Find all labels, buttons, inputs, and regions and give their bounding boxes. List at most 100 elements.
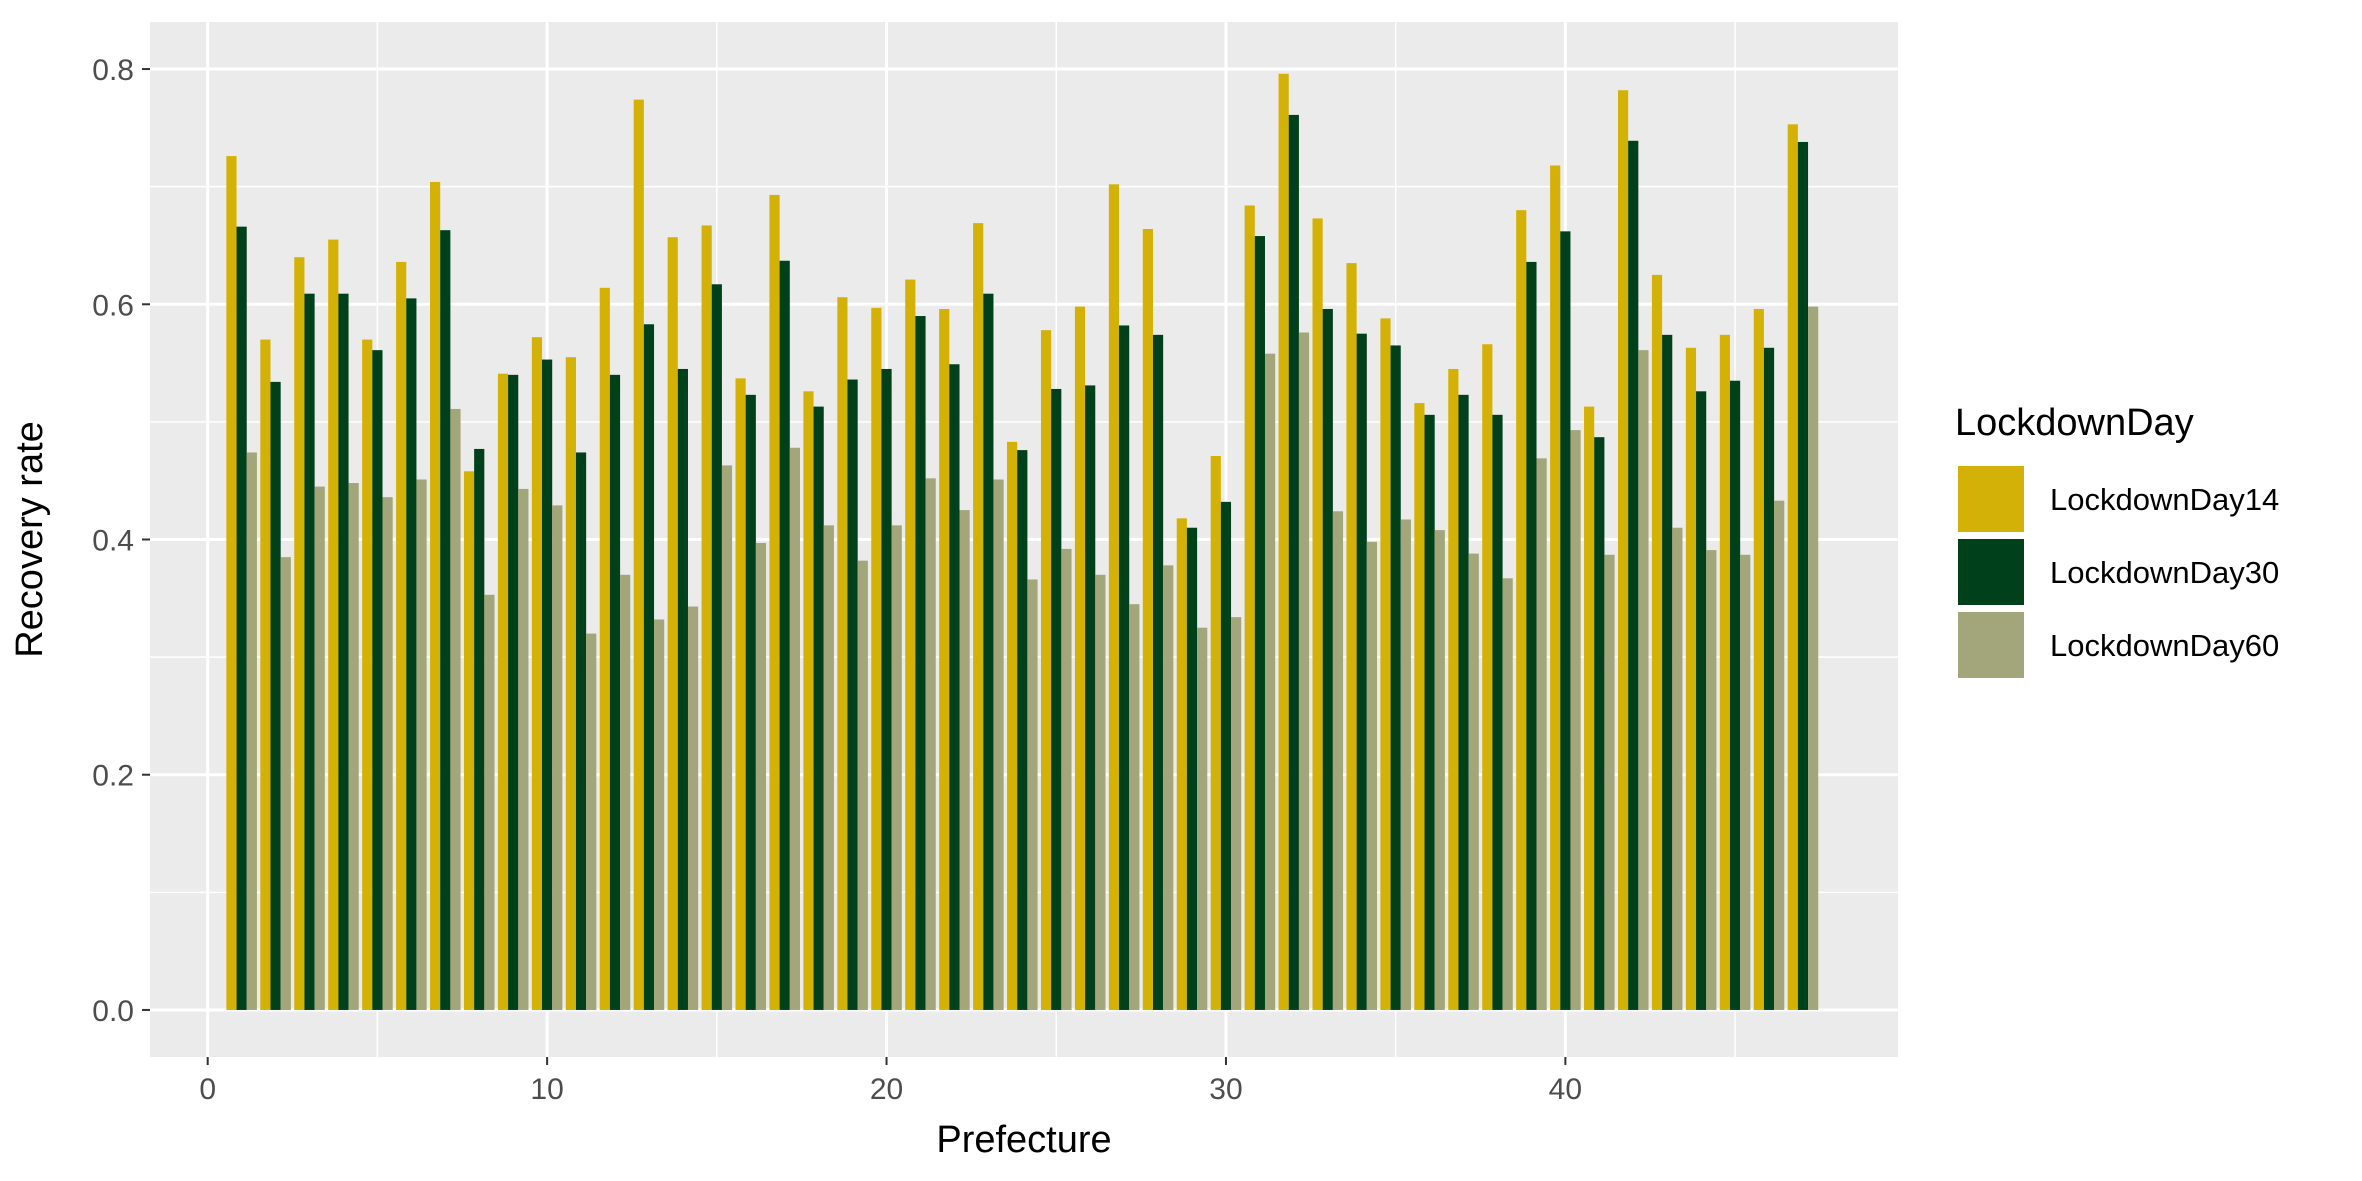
bar-lockdownday14-prefecture-33	[1312, 218, 1323, 1010]
bar-lockdownday30-prefecture-27	[1119, 325, 1130, 1010]
bar-lockdownday30-prefecture-45	[1729, 380, 1741, 1010]
bar-lockdownday60-prefecture-44	[1706, 550, 1717, 1010]
bar-lockdownday30-prefecture-47	[1797, 141, 1809, 1010]
bar-lockdownday60-prefecture-2	[280, 557, 291, 1010]
bar-lockdownday60-prefecture-13	[654, 619, 665, 1010]
bar-lockdownday60-prefecture-9	[518, 488, 529, 1010]
bar-lockdownday14-prefecture-5	[362, 339, 373, 1010]
bar-lockdownday60-prefecture-30	[1231, 617, 1242, 1010]
bar-lockdownday60-prefecture-5	[382, 497, 393, 1010]
bar-lockdownday30-prefecture-3	[304, 293, 315, 1010]
bar-lockdownday14-prefecture-42	[1617, 90, 1629, 1010]
bar-lockdownday30-prefecture-38	[1492, 414, 1503, 1010]
x-axis: 0 10 20 30 40	[199, 1057, 1582, 1106]
bar-lockdownday60-prefecture-12	[620, 574, 631, 1010]
bar-lockdownday60-prefecture-11	[586, 633, 597, 1010]
bar-lockdownday30-prefecture-18	[813, 406, 824, 1010]
y-tick-label: 0.0	[92, 995, 134, 1028]
bar-lockdownday30-prefecture-28	[1152, 334, 1164, 1010]
bar-lockdownday60-prefecture-15	[721, 465, 733, 1010]
bar-lockdownday30-prefecture-32	[1288, 114, 1299, 1010]
bar-lockdownday60-prefecture-29	[1197, 627, 1208, 1010]
bar-lockdownday60-prefecture-41	[1604, 554, 1615, 1010]
bar-lockdownday60-prefecture-3	[314, 486, 325, 1010]
bar-lockdownday14-prefecture-14	[667, 237, 678, 1010]
bar-lockdownday14-prefecture-16	[735, 378, 746, 1010]
bar-lockdownday60-prefecture-4	[348, 483, 359, 1010]
bar-lockdownday14-prefecture-10	[531, 337, 543, 1010]
bar-lockdownday30-prefecture-16	[745, 394, 756, 1010]
bar-lockdownday14-prefecture-23	[973, 223, 984, 1010]
bar-lockdownday14-prefecture-3	[294, 257, 305, 1010]
bar-lockdownday30-prefecture-20	[881, 368, 892, 1010]
bar-lockdownday30-prefecture-9	[508, 374, 519, 1010]
bar-lockdownday14-prefecture-21	[905, 279, 916, 1010]
bar-lockdownday60-prefecture-36	[1434, 530, 1445, 1010]
bar-lockdownday60-prefecture-31	[1264, 353, 1276, 1010]
y-tick-label: 0.6	[92, 289, 134, 322]
bar-lockdownday60-prefecture-37	[1468, 553, 1479, 1010]
bar-lockdownday30-prefecture-30	[1220, 501, 1232, 1010]
bar-lockdownday14-prefecture-1	[226, 156, 237, 1010]
bar-lockdownday14-prefecture-13	[633, 99, 644, 1010]
bar-lockdownday30-prefecture-7	[440, 230, 451, 1010]
bar-lockdownday14-prefecture-26	[1074, 306, 1086, 1010]
bar-lockdownday30-prefecture-42	[1628, 140, 1639, 1010]
bar-lockdownday30-prefecture-11	[575, 452, 587, 1010]
bar-lockdownday14-prefecture-32	[1278, 73, 1289, 1010]
bar-lockdownday60-prefecture-34	[1366, 541, 1377, 1010]
x-tick-label: 30	[1209, 1073, 1242, 1106]
y-tick-label: 0.8	[92, 54, 134, 87]
bar-lockdownday60-prefecture-26	[1095, 574, 1106, 1010]
bar-lockdownday60-prefecture-33	[1332, 511, 1344, 1010]
bar-lockdownday14-prefecture-15	[701, 225, 712, 1010]
bar-lockdownday14-prefecture-20	[871, 307, 882, 1010]
bar-lockdownday14-prefecture-27	[1108, 184, 1120, 1010]
x-tick-label: 10	[530, 1073, 563, 1106]
bar-lockdownday60-prefecture-38	[1502, 578, 1513, 1010]
bar-lockdownday14-prefecture-17	[769, 194, 780, 1010]
bar-lockdownday60-prefecture-46	[1774, 500, 1785, 1010]
bar-lockdownday30-prefecture-8	[474, 448, 485, 1010]
bar-lockdownday30-prefecture-36	[1424, 414, 1435, 1010]
bar-lockdownday60-prefecture-39	[1536, 458, 1547, 1010]
bar-lockdownday60-prefecture-7	[450, 408, 461, 1010]
bar-lockdownday60-prefecture-35	[1400, 519, 1411, 1010]
legend-title: LockdownDay	[1955, 402, 2194, 444]
bar-lockdownday14-prefecture-45	[1719, 334, 1730, 1010]
bar-lockdownday14-prefecture-46	[1753, 308, 1764, 1010]
bar-lockdownday60-prefecture-43	[1672, 527, 1683, 1010]
bar-lockdownday14-prefecture-2	[260, 339, 271, 1010]
bar-lockdownday30-prefecture-26	[1085, 385, 1096, 1010]
x-tick-label: 20	[870, 1073, 903, 1106]
bar-lockdownday30-prefecture-10	[542, 359, 553, 1010]
bar-lockdownday60-prefecture-27	[1129, 604, 1140, 1010]
bar-lockdownday14-prefecture-30	[1210, 455, 1221, 1010]
bar-lockdownday60-prefecture-19	[857, 560, 868, 1010]
bar-lockdownday30-prefecture-34	[1356, 333, 1367, 1010]
bar-lockdownday14-prefecture-35	[1380, 318, 1391, 1010]
bar-lockdownday60-prefecture-10	[552, 505, 563, 1010]
bar-lockdownday30-prefecture-15	[711, 284, 722, 1010]
bar-lockdownday60-prefecture-17	[789, 447, 800, 1010]
bar-lockdownday30-prefecture-22	[949, 364, 960, 1010]
bar-lockdownday14-prefecture-39	[1516, 210, 1527, 1010]
bar-lockdownday14-prefecture-4	[328, 239, 339, 1010]
bar-lockdownday30-prefecture-35	[1390, 345, 1401, 1010]
y-axis: 0.0 0.2 0.4 0.6 0.8	[92, 54, 150, 1028]
x-axis-title: Prefecture	[936, 1119, 1111, 1161]
bar-lockdownday30-prefecture-25	[1051, 388, 1062, 1010]
bar-lockdownday60-prefecture-25	[1061, 548, 1072, 1010]
bar-lockdownday30-prefecture-24	[1017, 450, 1028, 1010]
bar-lockdownday60-prefecture-21	[925, 478, 936, 1010]
y-tick-label: 0.4	[92, 525, 134, 558]
bar-lockdownday60-prefecture-32	[1298, 332, 1310, 1010]
bar-lockdownday60-prefecture-18	[823, 525, 834, 1010]
bar-lockdownday14-prefecture-41	[1584, 406, 1595, 1010]
bar-lockdownday14-prefecture-29	[1176, 518, 1187, 1010]
y-tick-label: 0.2	[92, 760, 134, 793]
bar-lockdownday30-prefecture-12	[609, 374, 621, 1010]
bar-lockdownday14-prefecture-19	[837, 297, 848, 1010]
bar-lockdownday14-prefecture-38	[1482, 344, 1493, 1010]
